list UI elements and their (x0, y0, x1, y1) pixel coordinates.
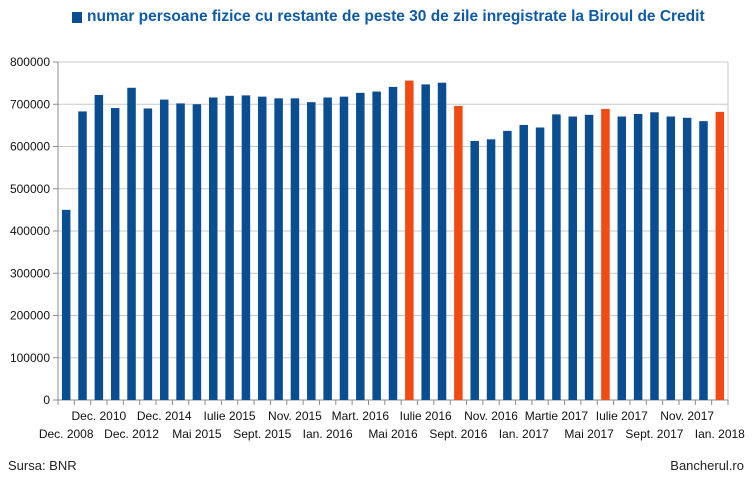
bar (535, 127, 545, 401)
bar (421, 84, 430, 400)
bar (666, 116, 676, 400)
y-tick-label: 400000 (10, 224, 50, 238)
x-tick-label: Nov. 2017 (660, 409, 714, 423)
bar (290, 98, 300, 401)
bar (94, 94, 104, 400)
bar (650, 112, 659, 400)
bar (356, 92, 365, 400)
y-tick-label: 500000 (10, 182, 50, 196)
bar (110, 108, 120, 401)
bar (61, 209, 71, 400)
bar (682, 117, 692, 401)
y-tick-label: 800000 (10, 55, 50, 69)
brand-label: Bancherul.ro (670, 458, 744, 473)
x-tick-label: Dec. 2010 (72, 409, 127, 423)
y-tick-label: 100000 (10, 351, 50, 365)
x-tick-label: Sept. 2016 (429, 427, 487, 441)
source-note: Sursa: BNR (8, 458, 77, 473)
bar (519, 124, 528, 400)
bar (143, 108, 153, 400)
bar (339, 96, 349, 401)
x-tick-label: Ian. 2017 (499, 427, 549, 441)
bar (323, 97, 332, 401)
bar (208, 97, 218, 401)
bar (552, 114, 561, 400)
bar (372, 91, 381, 400)
bar (258, 96, 267, 401)
x-tick-label: Nov. 2016 (464, 409, 518, 423)
bar (568, 116, 578, 400)
bar (584, 114, 594, 400)
x-tick-label: Martie 2017 (525, 409, 589, 423)
bar (127, 87, 136, 401)
bar (241, 95, 251, 400)
bar-highlighted (601, 108, 610, 401)
y-tick-label: 700000 (10, 97, 50, 111)
bar (633, 113, 643, 400)
legend-swatch (72, 11, 82, 23)
bar (78, 111, 87, 401)
x-tick-label: Dec. 2008 (39, 427, 94, 441)
bar (159, 99, 169, 400)
x-tick-label: Ian. 2018 (695, 427, 745, 441)
x-tick-label: Nov. 2015 (268, 409, 322, 423)
bar (274, 98, 283, 401)
bar-highlighted (715, 111, 725, 400)
x-tick-label: Mai 2016 (368, 427, 418, 441)
bar (307, 102, 316, 400)
x-tick-label: Ian. 2016 (303, 427, 353, 441)
bar-highlighted (454, 105, 463, 400)
bar (486, 139, 496, 400)
x-tick-label: Dec. 2014 (137, 409, 192, 423)
bar (503, 130, 512, 400)
x-tick-label: Sept. 2015 (233, 427, 291, 441)
x-tick-label: Sept. 2017 (625, 427, 683, 441)
bar (470, 141, 479, 400)
bar-highlighted (405, 80, 414, 400)
x-tick-label: Mart. 2016 (332, 409, 390, 423)
bar (176, 103, 185, 400)
bar (617, 116, 627, 400)
x-tick-label: Mai 2017 (564, 427, 614, 441)
bar (437, 82, 447, 400)
x-tick-label: Iulie 2015 (204, 409, 256, 423)
x-tick-label: Mai 2015 (172, 427, 222, 441)
x-tick-label: Iulie 2016 (400, 409, 452, 423)
bar (225, 95, 234, 401)
x-tick-label: Iulie 2017 (596, 409, 648, 423)
bar (699, 121, 708, 401)
chart-legend: numar persoane fizice cu restante de pes… (72, 8, 705, 26)
bar (388, 86, 398, 401)
y-tick-label: 600000 (10, 140, 50, 154)
y-tick-label: 200000 (10, 309, 50, 323)
bar (192, 104, 202, 400)
legend-label: numar persoane fizice cu restante de pes… (87, 8, 705, 25)
y-tick-label: 300000 (10, 266, 50, 280)
x-tick-label: Dec. 2012 (104, 427, 159, 441)
y-tick-label: 0 (43, 393, 50, 407)
